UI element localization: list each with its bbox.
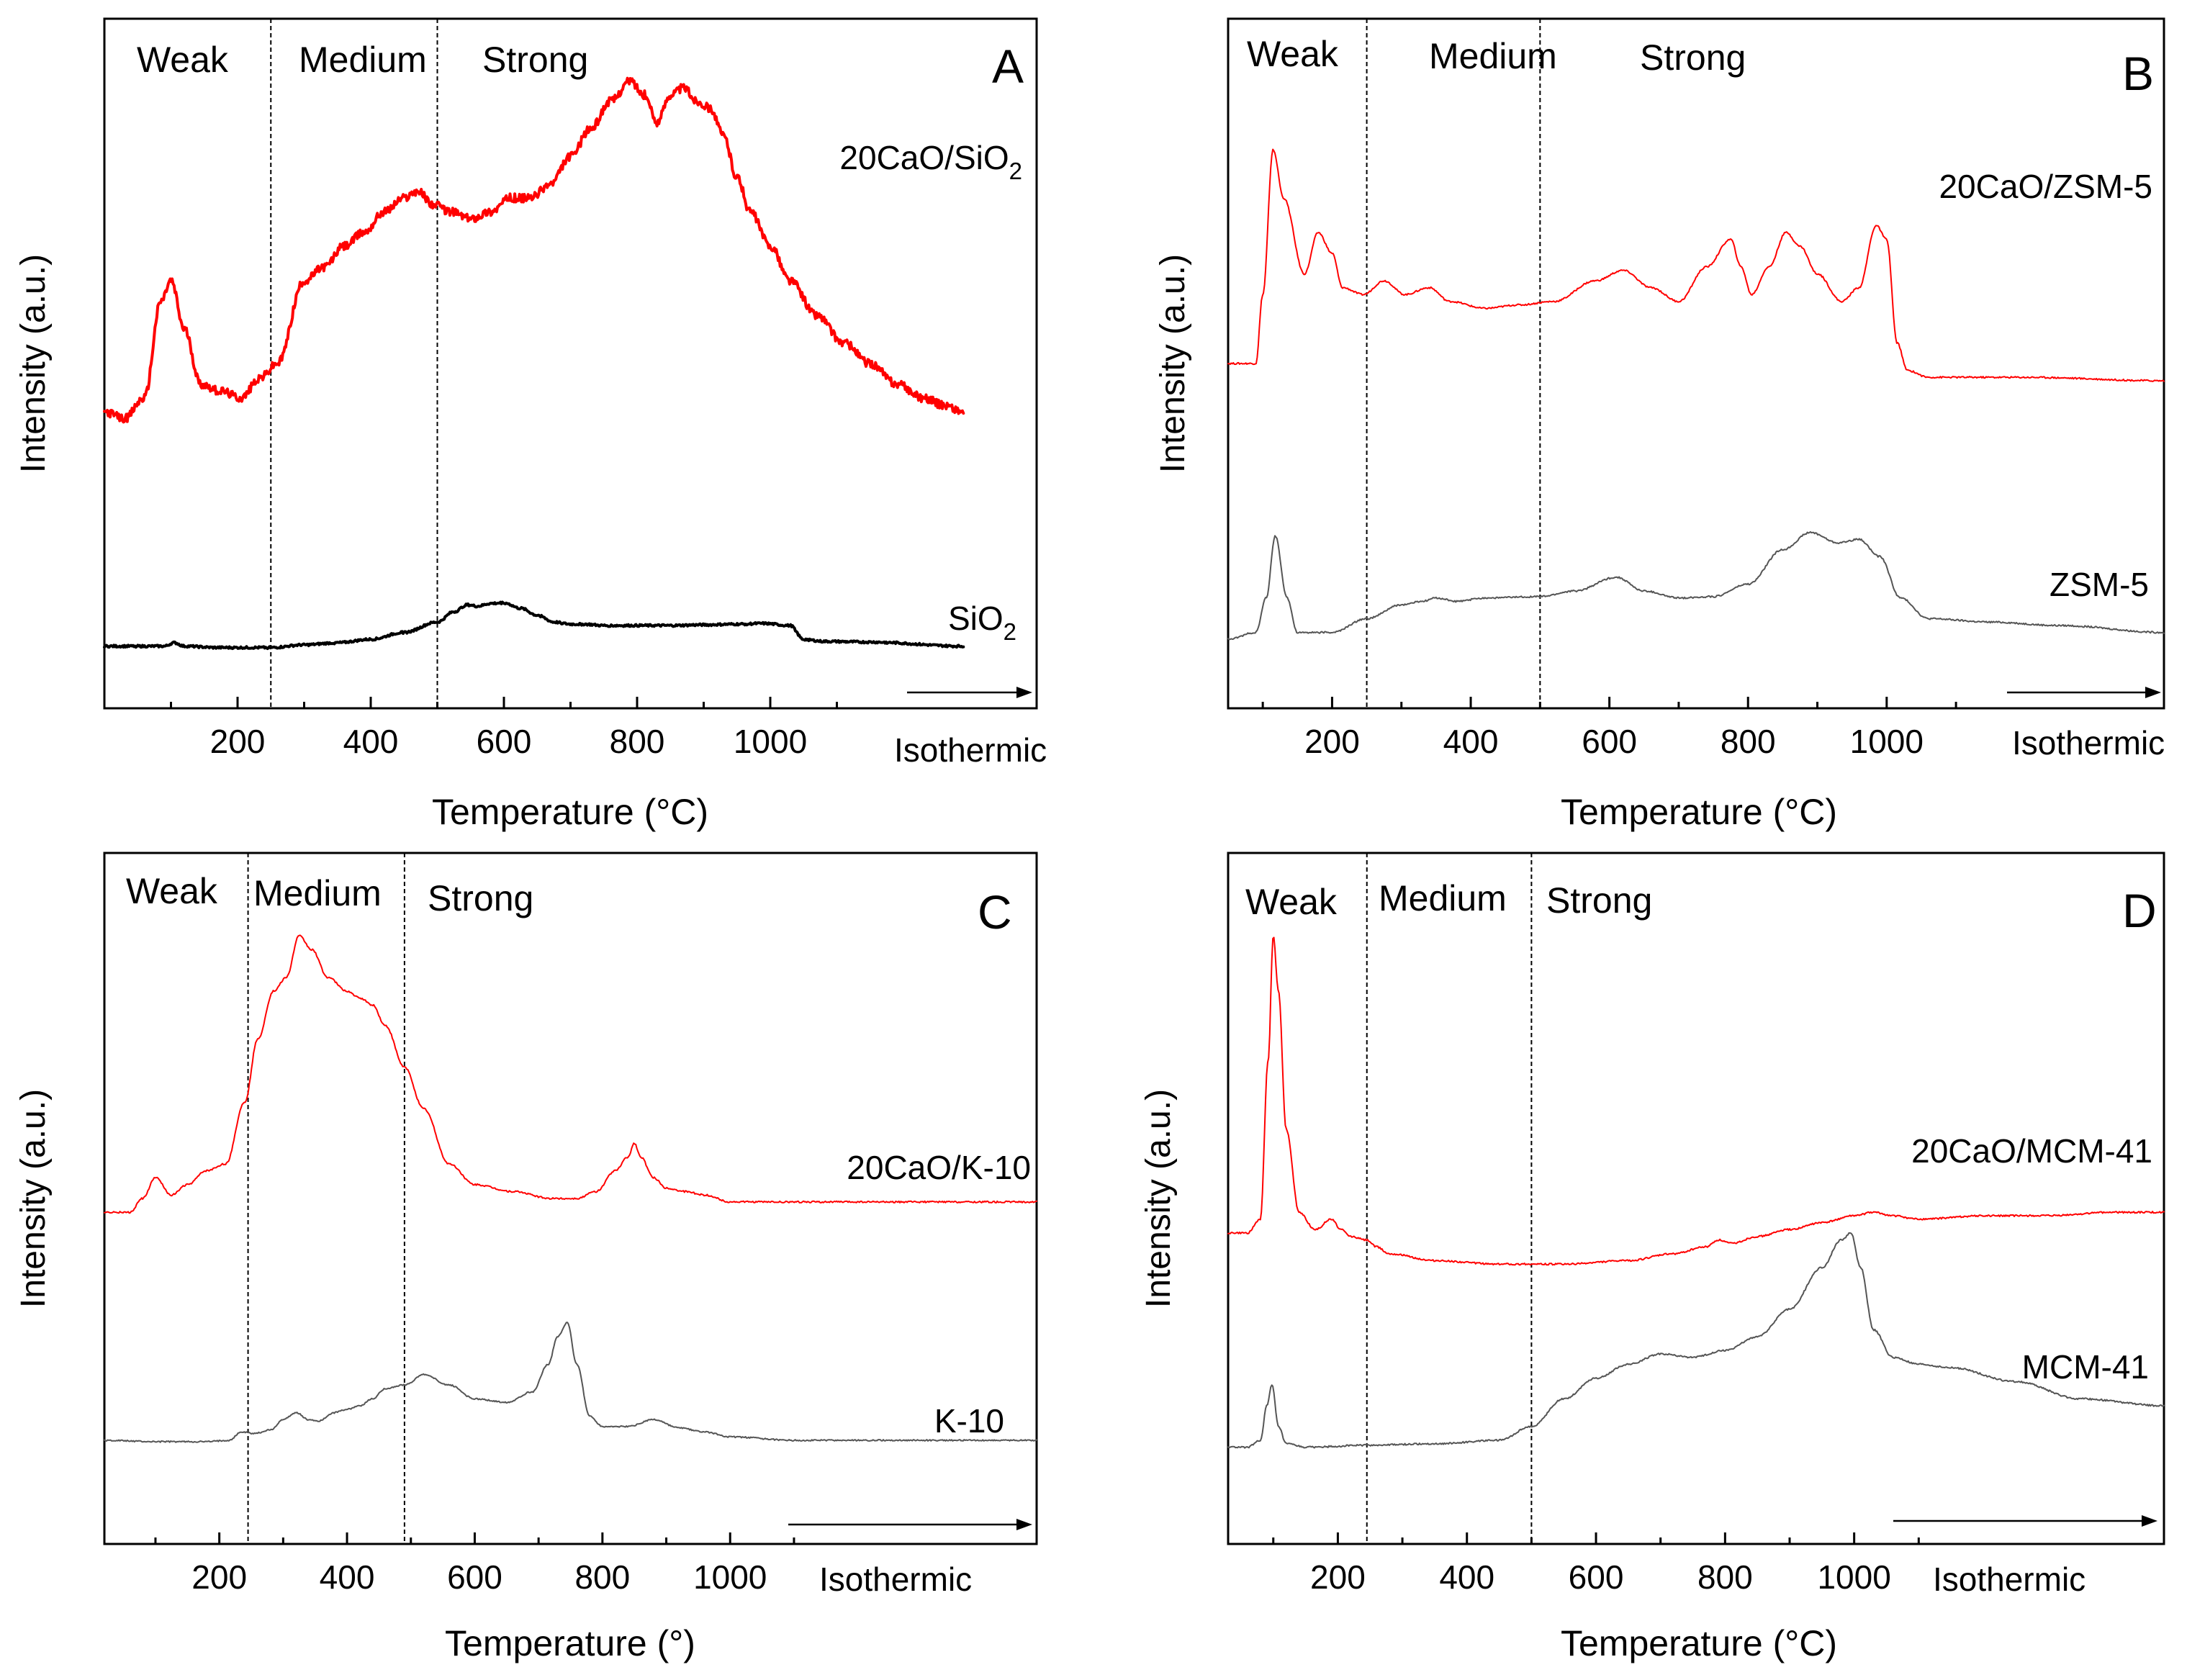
panel-c-region-strong: Strong xyxy=(428,878,533,918)
panel-d-isothermic-label: Isothermic xyxy=(1933,1561,2085,1598)
panel-a-xtick-label-600: 600 xyxy=(477,723,532,760)
panel-a-frame xyxy=(103,17,1038,710)
panel-d-region-weak: Weak xyxy=(1245,882,1338,922)
panel-d-xtick-label-1000: 1000 xyxy=(1817,1558,1890,1596)
panel-c-region-medium: Medium xyxy=(253,873,382,913)
panel-b-xtick-label-800: 800 xyxy=(1721,723,1776,760)
panel-a-letter: A xyxy=(992,40,1024,93)
panel-c-frame xyxy=(103,852,1038,1545)
panel-a-xtick-label-800: 800 xyxy=(610,723,665,760)
panel-a-ylabel: Intensity (a.u.) xyxy=(14,254,53,473)
panel-a-region-strong: Strong xyxy=(482,40,588,80)
panel-d-series-label-2: MCM-41 xyxy=(2022,1348,2149,1386)
panel-b-series-1-line xyxy=(1227,148,2165,382)
panel-b-series-label-1: 20CaO/ZSM-5 xyxy=(1939,168,2152,205)
panel-b-ylabel: Intensity (a.u.) xyxy=(1154,254,1192,473)
panel-c-letter: C xyxy=(978,885,1012,939)
panel-c-xtick-label-200: 200 xyxy=(191,1558,247,1596)
panel-d-letter: D xyxy=(2122,884,2157,937)
panel-b-region-strong: Strong xyxy=(1640,37,1746,78)
panel-d-xtick-label-800: 800 xyxy=(1697,1558,1753,1596)
panel-b-isothermic-label: Isothermic xyxy=(2012,724,2165,762)
panel-d-xtick-label-200: 200 xyxy=(1310,1558,1366,1596)
panel-c-isothermic-arrow xyxy=(788,1519,1032,1530)
panel-a-xtick-label-200: 200 xyxy=(210,723,266,760)
panel-a-series-label-2: SiO2 xyxy=(948,600,1016,645)
panel-c-series-2-line xyxy=(104,1322,1037,1443)
panel-b-series-label-2: ZSM-5 xyxy=(2050,566,2149,603)
panel-b-xtick-label-400: 400 xyxy=(1443,723,1499,760)
panel-b-xlabel: Temperature (°C) xyxy=(1561,792,1837,832)
panel-b-region-medium: Medium xyxy=(1429,36,1557,76)
panel-b-xtick-label-1000: 1000 xyxy=(1850,723,1924,760)
panel-b-isothermic-arrow xyxy=(2007,687,2161,698)
panel-a-region-weak: Weak xyxy=(137,40,229,80)
panel-a-xtick-label-1000: 1000 xyxy=(734,723,807,760)
panel-d-region-strong: Strong xyxy=(1546,880,1652,921)
panel-c-series-label-1: 20CaO/K-10 xyxy=(847,1149,1031,1186)
panel-c-ylabel: Intensity (a.u.) xyxy=(14,1089,53,1308)
panel-b-region-weak: Weak xyxy=(1247,34,1339,74)
panel-c-xtick-label-800: 800 xyxy=(574,1558,630,1596)
panel-c: 200 400 600 800 1000 Weak Medium Strong C 20… xyxy=(14,852,1038,1663)
panel-a-series-1-line xyxy=(103,76,965,424)
panel-a-series-2-line xyxy=(103,600,965,651)
panel-a-xlabel: Temperature (°C) xyxy=(432,792,708,832)
panel-d-series-1-line xyxy=(1227,936,2165,1266)
panel-b-letter: B xyxy=(2122,47,2154,100)
panel-d-series-2-line xyxy=(1227,1232,2165,1449)
panel-b-xtick-label-600: 600 xyxy=(1582,723,1637,760)
panel-c-xtick-label-600: 600 xyxy=(447,1558,502,1596)
panel-d-xtick-label-600: 600 xyxy=(1569,1558,1624,1596)
panel-d-frame xyxy=(1227,852,2165,1545)
panel-b-series-2-line xyxy=(1227,530,2165,641)
panel-c-series-1-line xyxy=(104,934,1037,1214)
panel-a-region-medium: Medium xyxy=(299,40,427,80)
panel-a: 200 400 600 800 1000 Weak Medium Strong A 20… xyxy=(14,17,1047,832)
panel-b-frame xyxy=(1227,17,2165,710)
panel-d-series-label-1: 20CaO/MCM-41 xyxy=(1911,1132,2152,1170)
panel-b-xtick-label-200: 200 xyxy=(1304,723,1360,760)
panel-c-xlabel: Temperature (°) xyxy=(445,1623,695,1663)
panel-a-xtick-label-400: 400 xyxy=(343,723,399,760)
panel-d-isothermic-arrow xyxy=(1893,1515,2157,1527)
panel-a-isothermic-arrow xyxy=(907,687,1032,698)
panel-d-xtick-label-400: 400 xyxy=(1439,1558,1494,1596)
panel-c-xtick-label-400: 400 xyxy=(320,1558,375,1596)
panel-a-isothermic-label: Isothermic xyxy=(894,731,1047,769)
panel-c-xtick-label-1000: 1000 xyxy=(693,1558,767,1596)
panel-c-isothermic-label: Isothermic xyxy=(819,1561,972,1598)
panel-c-series-label-2: K-10 xyxy=(934,1402,1004,1440)
panel-d-xlabel: Temperature (°C) xyxy=(1561,1623,1837,1663)
panel-d-ylabel: Intensity (a.u.) xyxy=(1140,1089,1178,1308)
panel-c-region-weak: Weak xyxy=(126,871,218,911)
panel-d-region-medium: Medium xyxy=(1379,878,1507,918)
panel-b: 200 400 600 800 1000 Weak Medium Strong B 20… xyxy=(1154,17,2165,832)
panel-d: 200 400 600 800 1000 Weak Medium Strong D 20… xyxy=(1140,852,2165,1663)
panel-a-series-label-1: 20CaO/SiO2 xyxy=(839,139,1022,184)
